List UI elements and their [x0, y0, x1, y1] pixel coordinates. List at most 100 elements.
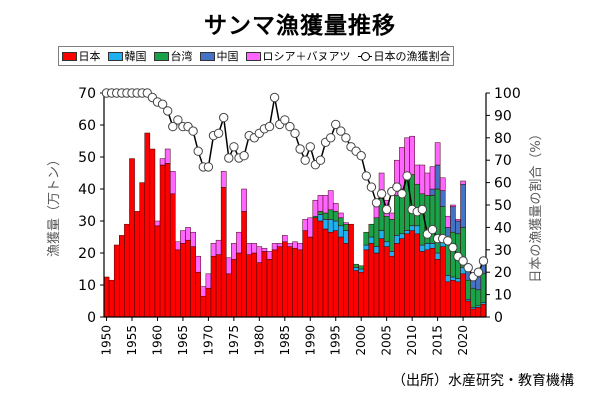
share-point-1970 [203, 162, 214, 172]
bar-japan-1975 [231, 259, 237, 318]
bar-russia-vanuatu-1976 [236, 231, 242, 254]
bar-japan-1984 [276, 246, 283, 318]
bar-korea-2017 [445, 275, 451, 283]
bar-taiwan-2023 [475, 289, 482, 307]
share-point-2001 [361, 171, 371, 181]
bar-japan-1952 [113, 244, 120, 318]
bar-japan-1955 [129, 158, 135, 318]
share-point-2003 [371, 198, 382, 208]
share-point-1994 [326, 133, 336, 143]
bar-japan-2010 [409, 230, 415, 318]
bar-russia-vanuatu-2015 [434, 142, 441, 166]
bar-russia-vanuatu-1983 [271, 243, 278, 251]
share-point-2008 [397, 189, 407, 199]
bar-japan-1990 [307, 236, 314, 318]
bar-japan-1985 [282, 241, 288, 318]
y-tick-label: 40 [78, 182, 96, 198]
bar-korea-1992 [317, 214, 324, 222]
y-tick-label: 50 [78, 150, 96, 166]
chart-title: サンマ漁獲量推移 [204, 13, 396, 39]
bar-russia-vanuatu-1971 [210, 243, 217, 257]
legend-swatch-taiwan [153, 51, 169, 61]
bar-russia-vanuatu-2014 [429, 166, 436, 190]
bar-taiwan-1993 [322, 212, 329, 220]
bar-japan-1983 [271, 249, 278, 318]
bar-japan-2002 [368, 243, 375, 318]
bar-japan-2012 [419, 251, 426, 318]
bar-russia-vanuatu-2012 [419, 164, 426, 195]
bar-korea-2018 [450, 276, 456, 281]
share-point-2000 [356, 151, 366, 161]
bar-taiwan-1995 [332, 211, 339, 222]
bar-japan-1980 [256, 262, 263, 318]
bar-korea-1993 [322, 219, 329, 230]
legend-label-japan-share: 日本の漁獲割合 [373, 50, 451, 63]
bar-korea-2011 [414, 225, 421, 235]
share-point-2009 [402, 171, 412, 181]
bar-japan-1956 [134, 211, 140, 318]
bar-japan-1992 [317, 220, 324, 318]
y2-tick-label: 50 [494, 198, 512, 214]
share-point-1983 [269, 92, 280, 103]
bar-russia-vanuatu-2013 [424, 172, 431, 196]
bar-china-2020 [460, 183, 466, 228]
bar-korea-1997 [343, 230, 349, 244]
bar-japan-1963 [169, 193, 176, 318]
bar-korea-1999 [353, 267, 359, 271]
y2-tick-label: 20 [494, 265, 512, 281]
bar-korea-2010 [409, 225, 415, 231]
bar-russia-vanuatu-1967 [190, 231, 196, 247]
bar-korea-1995 [332, 220, 339, 231]
x-tick-label: 1960 [151, 325, 165, 356]
share-line-layer [101, 88, 489, 282]
bar-korea-2009 [404, 230, 410, 235]
bar-layer [103, 132, 487, 318]
bar-japan-2013 [424, 249, 431, 318]
share-point-1996 [336, 126, 346, 136]
bar-russia-vanuatu-1968 [195, 255, 202, 273]
x-tick-label: 2020 [456, 325, 470, 356]
source-note: （出所）水産研究・教育機構 [392, 373, 574, 389]
share-point-1990 [305, 142, 315, 152]
bar-russia-vanuatu-1991 [312, 199, 319, 217]
legend-item-taiwan: 台湾 [153, 48, 193, 64]
bar-japan-2017 [445, 281, 451, 318]
bar-japan-2007 [394, 243, 400, 318]
bar-korea-2002 [368, 236, 375, 244]
bar-russia-vanuatu-1969 [200, 286, 207, 297]
share-point-1967 [188, 126, 198, 136]
bar-korea-2012 [419, 244, 426, 252]
share-point-2024 [478, 256, 489, 266]
share-point-1973 [219, 112, 229, 123]
bar-russia-vanuatu-1963 [169, 171, 176, 195]
y-tick-label: 30 [78, 214, 96, 230]
x-tick-label: 2015 [431, 325, 445, 356]
share-point-2005 [382, 204, 392, 215]
x-tick-label: 1965 [176, 325, 190, 356]
bar-japan-1989 [302, 230, 308, 318]
bar-japan-1993 [322, 228, 329, 318]
bar-japan-1976 [236, 252, 242, 318]
bar-japan-1954 [124, 223, 130, 318]
x-tick-label: 1970 [201, 325, 215, 356]
bar-korea-2001 [363, 244, 370, 251]
bar-russia-vanuatu-1980 [256, 246, 263, 263]
bar-russia-vanuatu-2020 [460, 180, 466, 185]
bar-russia-vanuatu-2016 [439, 177, 446, 191]
bar-japan-1970 [205, 287, 212, 318]
bar-japan-1962 [164, 163, 171, 318]
bar-korea-2008 [399, 233, 405, 239]
bar-japan-1972 [215, 254, 222, 318]
legend: 日本 韓国 台湾 中国 ロシア＋バヌアツ 日本の漁獲割合 [58, 46, 454, 66]
bar-japan-1996 [338, 236, 344, 318]
bar-korea-1996 [338, 225, 344, 238]
bar-korea-2007 [394, 235, 400, 244]
bar-taiwan-2015 [434, 188, 441, 254]
bar-taiwan-1996 [338, 217, 344, 227]
legend-line-marker-icon [357, 51, 372, 61]
bar-russia-vanuatu-2008 [399, 147, 405, 190]
bar-japan-1978 [246, 254, 252, 318]
bar-russia-vanuatu-1961 [159, 158, 166, 166]
share-point-1987 [290, 128, 300, 139]
bar-japan-1958 [144, 132, 151, 318]
